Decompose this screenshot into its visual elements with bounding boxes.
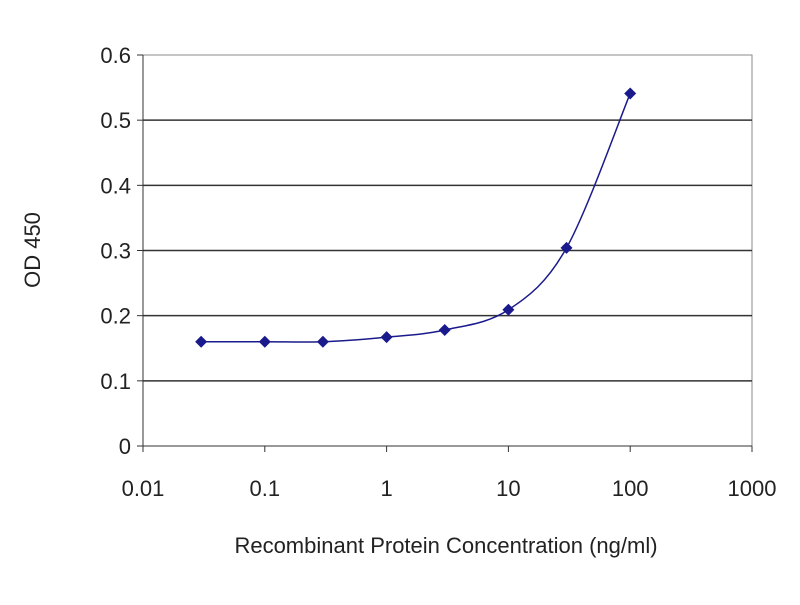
data-point (380, 331, 393, 344)
data-point (502, 303, 515, 316)
y-tick-label: 0.4 (100, 173, 131, 198)
y-tick-label: 0.1 (100, 369, 131, 394)
data-point (560, 241, 573, 254)
data-point (316, 335, 329, 348)
y-tick-label: 0 (119, 434, 131, 459)
data-point (258, 335, 271, 348)
y-tick-label: 0.6 (100, 43, 131, 68)
y-tick-label: 0.5 (100, 108, 131, 133)
data-point (195, 335, 208, 348)
x-tick-label: 1 (380, 476, 392, 501)
x-tick-label: 0.1 (250, 476, 281, 501)
y-tick-label: 0.2 (100, 304, 131, 329)
x-axis-label: Recombinant Protein Concentration (ng/ml… (234, 533, 657, 558)
x-tick-label: 1000 (728, 476, 777, 501)
y-axis-label: OD 450 (20, 212, 45, 288)
x-tick-label: 100 (612, 476, 649, 501)
y-tick-label: 0.3 (100, 239, 131, 264)
data-point (624, 87, 637, 100)
data-point (438, 324, 451, 337)
x-tick-label: 0.01 (122, 476, 165, 501)
x-tick-label: 10 (496, 476, 520, 501)
